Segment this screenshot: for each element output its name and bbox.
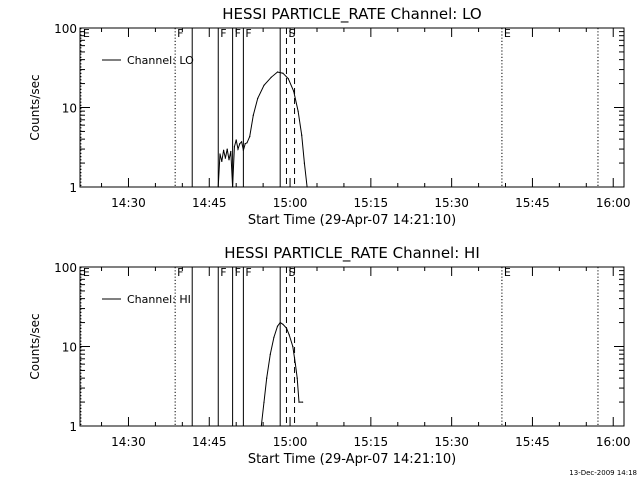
series-line <box>217 71 308 188</box>
data-point <box>217 186 219 188</box>
x-tick-label: 15:30 <box>434 196 469 210</box>
x-tick-label: 14:30 <box>111 196 146 210</box>
y-tick-label: 100 <box>54 22 77 36</box>
event-flag-label: E <box>83 266 90 279</box>
data-point <box>263 84 265 86</box>
data-point <box>226 148 228 150</box>
legend-entry: Channel: HI <box>127 293 191 306</box>
event-flag-label: F <box>245 266 251 279</box>
legend: Channel: HI <box>102 293 191 306</box>
data-point <box>270 76 272 78</box>
x-tick-label: 14:30 <box>111 435 146 449</box>
series-line <box>260 321 303 427</box>
data-point <box>298 401 300 403</box>
event-flag-label: F <box>220 266 226 279</box>
x-tick-label: 14:45 <box>192 435 227 449</box>
data-point <box>230 150 232 153</box>
data-point <box>219 153 221 155</box>
chart-panel-lo: HESSI PARTICLE_RATE Channel: LO Start Tim… <box>28 5 631 228</box>
x-tick-label: 15:00 <box>273 196 308 210</box>
data-point <box>263 401 265 403</box>
data-point <box>296 377 298 379</box>
event-flag-label: E <box>83 27 90 40</box>
data-point <box>282 72 284 74</box>
x-tick-label: 16:00 <box>596 435 631 449</box>
plot-frame <box>79 266 625 427</box>
y-tick-label: 1 <box>69 420 77 434</box>
event-flag-label: S <box>288 27 295 40</box>
data-point <box>302 401 304 403</box>
y-tick-label: 1 <box>69 181 77 195</box>
y-tick-label: 10 <box>62 341 77 355</box>
x-tick-label: 15:30 <box>434 435 469 449</box>
event-flag-label: F <box>177 266 183 279</box>
event-flag-label: F <box>235 27 241 40</box>
data-point <box>246 142 248 144</box>
data-point <box>235 139 237 141</box>
data-point <box>293 90 295 92</box>
chart-panel-hi: HESSI PARTICLE_RATE Channel: HI Start Tim… <box>28 244 631 467</box>
data-point <box>239 143 241 145</box>
data-point <box>288 334 290 336</box>
x-tick-label: 15:45 <box>515 435 550 449</box>
data-point <box>221 160 223 162</box>
event-flag-label: S <box>288 266 295 279</box>
x-axis-label: Start Time (29-Apr-07 14:21:10) <box>248 213 456 228</box>
data-point <box>303 162 305 164</box>
y-axis-label: Counts/sec <box>28 313 42 379</box>
data-point <box>273 336 275 338</box>
data-point <box>285 327 288 329</box>
data-point <box>224 157 226 159</box>
data-point <box>287 78 289 80</box>
x-tick-label: 15:15 <box>354 196 389 210</box>
data-point <box>233 146 235 148</box>
x-tick-label: 15:15 <box>354 435 389 449</box>
x-tick-label: 14:45 <box>192 196 227 210</box>
event-flag-label: F <box>245 27 251 40</box>
data-point <box>279 322 281 324</box>
data-point <box>241 141 243 143</box>
chart-title: HESSI PARTICLE_RATE Channel: HI <box>224 244 480 263</box>
data-point <box>237 148 239 150</box>
plot-frame <box>79 27 625 188</box>
data-point <box>232 186 234 188</box>
print-timestamp: 13-Dec-2009 14:18 <box>569 469 637 477</box>
event-flag-label: E <box>504 266 511 279</box>
data-point <box>276 71 279 73</box>
data-point <box>297 110 299 112</box>
data-point <box>260 425 262 427</box>
data-point <box>242 149 244 151</box>
data-point <box>266 377 268 379</box>
data-point <box>276 325 279 327</box>
data-point <box>306 186 308 188</box>
x-tick-label: 15:00 <box>273 435 308 449</box>
x-axis-label: Start Time (29-Apr-07 14:21:10) <box>248 452 456 467</box>
y-tick-label: 100 <box>54 261 77 275</box>
y-axis-label: Counts/sec <box>28 74 42 140</box>
chart-title: HESSI PARTICLE_RATE Channel: LO <box>222 5 481 24</box>
x-tick-label: 15:45 <box>515 196 550 210</box>
data-point <box>269 353 271 355</box>
event-flag-label: F <box>220 27 226 40</box>
data-point <box>252 114 254 116</box>
y-tick-label: 10 <box>62 102 77 116</box>
legend-entry: Channel: LO <box>127 54 194 67</box>
data-point <box>301 134 303 136</box>
data-point <box>244 143 246 145</box>
data-point <box>257 97 259 99</box>
data-point <box>282 323 284 325</box>
x-tick-label: 16:00 <box>596 196 631 210</box>
data-point <box>292 345 294 348</box>
data-point <box>223 149 225 151</box>
event-flag-label: F <box>235 266 241 279</box>
event-flag-label: F <box>177 27 183 40</box>
data-point <box>294 363 296 365</box>
data-point <box>228 159 230 161</box>
legend: Channel: LO <box>102 54 194 67</box>
event-flag-label: E <box>504 27 511 40</box>
data-point <box>249 136 251 138</box>
